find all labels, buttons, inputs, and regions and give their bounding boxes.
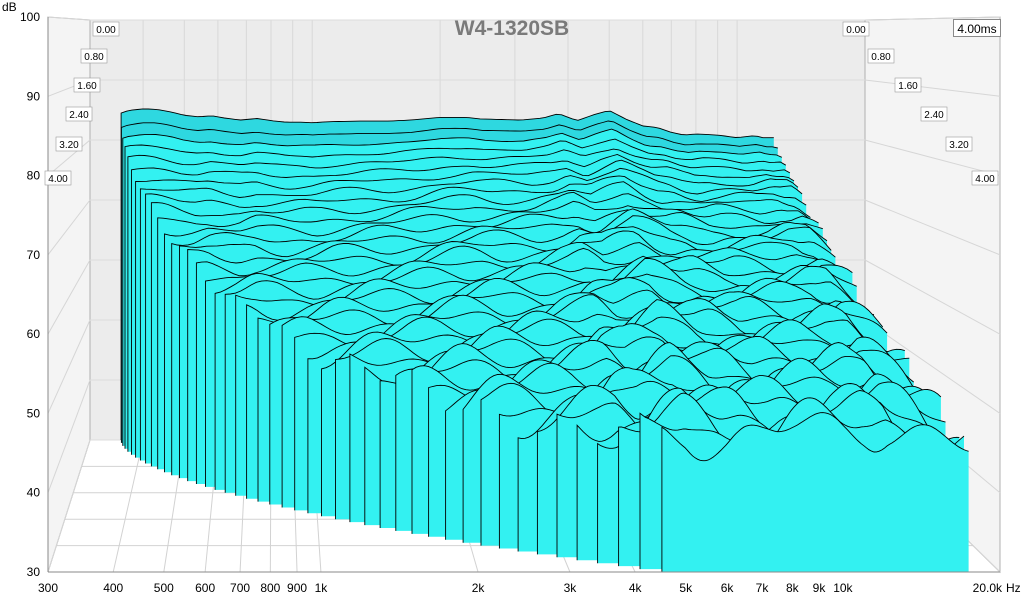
decay-slice-outline (164, 200, 819, 473)
side-gridline (47, 439, 91, 573)
time-label-right: 0.00 (846, 25, 866, 36)
time-label-right-box (920, 106, 948, 122)
x-tick-label: 2k (472, 581, 486, 595)
x-tick-label: 8k (786, 581, 800, 595)
x-tick-label: 400 (103, 581, 123, 595)
x-tick-label: 20.0k (973, 581, 1003, 595)
time-range-badge: 4.00ms (953, 19, 1001, 37)
time-label-left-box (92, 21, 120, 37)
decay-slice (661, 412, 969, 572)
time-label-right-box (894, 77, 922, 93)
decay-slice-outline (135, 159, 799, 458)
x-tick-label: 3k (564, 581, 578, 595)
time-label-right: 3.20 (949, 140, 969, 151)
time-label-left-box (65, 106, 93, 122)
y-tick-label: 70 (27, 248, 41, 262)
side-gridline (864, 16, 1001, 21)
decay-slice-outline (120, 120, 778, 443)
decay-slice-outline (139, 167, 803, 461)
floor-gridline (112, 439, 144, 573)
decay-slice-outline (661, 412, 969, 572)
time-label-right: 1.60 (898, 81, 918, 92)
side-gridline (864, 79, 1001, 97)
left-side-wall (47, 16, 91, 573)
side-gridline (47, 319, 91, 414)
y-tick-label: 80 (27, 169, 41, 183)
decay-slice-outline (127, 148, 791, 452)
x-tick-label: 700 (230, 581, 250, 595)
x-tick-label: 7k (756, 581, 770, 595)
x-tick-label: 600 (195, 581, 215, 595)
decay-slices (120, 108, 969, 572)
decay-slice-outline (131, 154, 795, 455)
time-label-left: 0.80 (84, 52, 104, 63)
time-label-left-box (55, 136, 83, 152)
x-tick-label: 4k (629, 581, 643, 595)
time-label-right: 0.80 (871, 52, 891, 63)
decay-slice-outline (122, 128, 782, 446)
decay-slice-outline (150, 181, 811, 467)
y-tick-label: 60 (27, 327, 41, 341)
decay-slice-outline (120, 108, 774, 440)
y-tick-label: 50 (27, 406, 41, 420)
decay-slice-outline (157, 191, 815, 470)
time-label-right-box (971, 170, 999, 186)
x-tick-label: 1k (315, 581, 329, 595)
time-labels-right: 0.00 0.80 1.60 2.40 3.20 4.00 (842, 21, 999, 186)
time-label-right-box (867, 48, 895, 64)
time-label-left: 1.60 (77, 81, 97, 92)
x-axis-labels: 300 400 500 600 700 800 900 1k 2k 3k 4k 5k 6k 7k 8k 9k 1… (38, 581, 1003, 595)
x-unit-label: Hz (1006, 581, 1021, 595)
time-labels-left: 0.00 0.80 1.60 2.40 3.20 4.00 (44, 21, 120, 186)
side-gridline (864, 139, 1001, 177)
side-gridline (47, 16, 91, 21)
time-label-left: 4.00 (48, 174, 68, 185)
side-gridline (864, 319, 1001, 414)
decay-slice-outline (171, 209, 823, 476)
decay-slice-outline (145, 175, 807, 464)
decay-slice-outline (556, 373, 946, 558)
x-tick-label: 6k (721, 581, 735, 595)
x-tick-label: 5k (679, 581, 693, 595)
x-tick-label: 800 (260, 581, 280, 595)
time-label-left-box (44, 170, 72, 186)
decay-slice-outline (379, 319, 901, 528)
time-label-left-box (73, 77, 101, 93)
time-label-right-box (945, 136, 973, 152)
time-label-right: 4.00 (975, 174, 995, 185)
time-label-left: 0.00 (96, 25, 116, 36)
time-label-left: 2.40 (69, 110, 89, 121)
x-tick-label: 900 (287, 581, 307, 595)
side-gridline (864, 259, 1001, 335)
time-label-right: 2.40 (924, 110, 944, 121)
x-tick-label: 10k (833, 581, 853, 595)
y-tick-label: 30 (27, 565, 41, 579)
side-gridline (864, 199, 1001, 256)
decay-slice-outline (124, 138, 787, 449)
decay-slice-outline (395, 334, 905, 531)
side-gridline (47, 259, 91, 335)
x-tick-label: 9k (813, 581, 827, 595)
y-tick-label: 100 (20, 10, 40, 24)
time-label-left-box (80, 48, 108, 64)
time-label-right-box (842, 21, 870, 37)
axes (47, 17, 1000, 573)
y-tick-label: 40 (27, 486, 41, 500)
decay-slice-outline (462, 342, 923, 543)
side-gridline (47, 379, 91, 493)
side-gridline (47, 139, 91, 176)
decay-slice-outline (179, 208, 828, 479)
x-tick-label: 300 (38, 581, 58, 595)
chart-title: W4-1320SB (454, 17, 570, 40)
y-tick-label: 90 (27, 89, 41, 103)
y-unit-label: dB (2, 0, 17, 14)
y-axis-labels: 30 40 50 60 70 80 90 100 (20, 10, 40, 579)
decay-slice-outline (294, 289, 875, 511)
time-label-left: 3.20 (59, 140, 79, 151)
x-tick-label: 500 (154, 581, 174, 595)
side-gridline (47, 199, 91, 256)
